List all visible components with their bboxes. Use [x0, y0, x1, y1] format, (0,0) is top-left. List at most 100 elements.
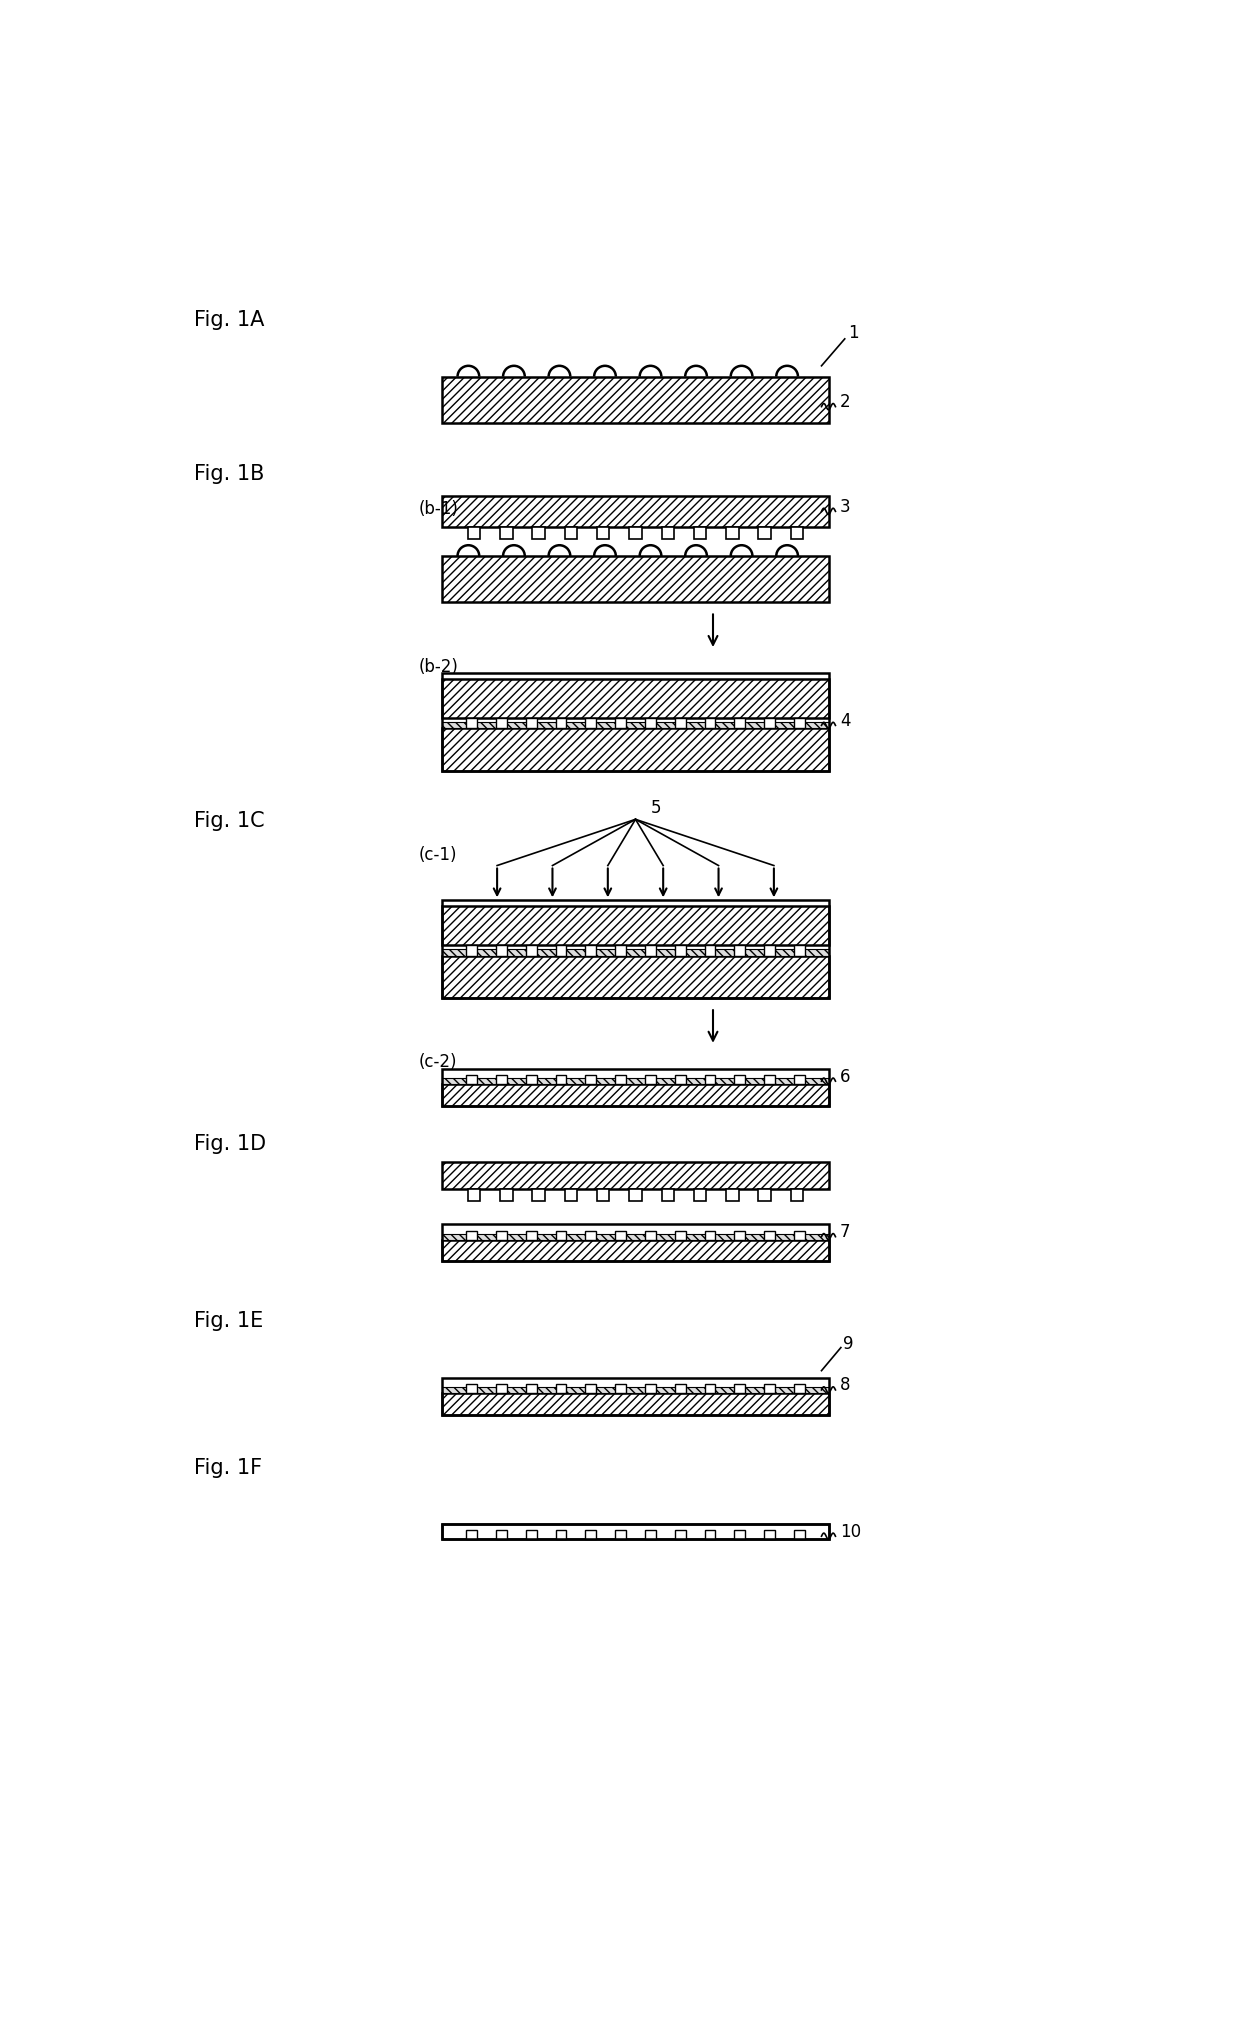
- Bar: [764, 1231, 775, 1239]
- Bar: [441, 1378, 830, 1414]
- Bar: [662, 527, 675, 539]
- Bar: [466, 718, 477, 729]
- Bar: [734, 1231, 745, 1239]
- Bar: [645, 1076, 656, 1084]
- Bar: [466, 1076, 477, 1084]
- Bar: [585, 718, 596, 729]
- Bar: [734, 945, 745, 955]
- Bar: [496, 945, 507, 955]
- Bar: [704, 1384, 715, 1394]
- Text: 9: 9: [843, 1335, 853, 1353]
- Bar: [441, 674, 830, 771]
- Bar: [526, 718, 537, 729]
- Bar: [556, 1531, 567, 1539]
- Bar: [441, 378, 830, 422]
- Text: Fig. 1F: Fig. 1F: [193, 1457, 262, 1478]
- Bar: [759, 527, 771, 539]
- Bar: [466, 945, 477, 955]
- Bar: [615, 1384, 626, 1394]
- Bar: [645, 718, 656, 729]
- Bar: [694, 1190, 707, 1202]
- Bar: [662, 1190, 675, 1202]
- Bar: [764, 1384, 775, 1394]
- Bar: [615, 1076, 626, 1084]
- Bar: [615, 718, 626, 729]
- Bar: [734, 1076, 745, 1084]
- Bar: [675, 718, 686, 729]
- Bar: [467, 1190, 480, 1202]
- Text: 4: 4: [841, 712, 851, 731]
- Bar: [794, 1384, 805, 1394]
- Bar: [791, 527, 804, 539]
- Bar: [675, 1531, 686, 1539]
- Text: 3: 3: [841, 498, 851, 516]
- Bar: [564, 527, 577, 539]
- Bar: [794, 1231, 805, 1239]
- Bar: [556, 1231, 567, 1239]
- Text: 6: 6: [841, 1067, 851, 1086]
- Bar: [791, 1190, 804, 1202]
- Bar: [466, 1231, 477, 1239]
- Bar: [794, 945, 805, 955]
- Bar: [615, 1231, 626, 1239]
- Bar: [441, 555, 830, 602]
- Text: 1: 1: [848, 325, 858, 343]
- Bar: [500, 1190, 512, 1202]
- Bar: [794, 1076, 805, 1084]
- Bar: [441, 955, 830, 998]
- Bar: [645, 1384, 656, 1394]
- Bar: [694, 527, 707, 539]
- Bar: [441, 1239, 830, 1261]
- Bar: [496, 1384, 507, 1394]
- Bar: [585, 1231, 596, 1239]
- Bar: [441, 1233, 830, 1239]
- Bar: [704, 1531, 715, 1539]
- Bar: [500, 527, 512, 539]
- Bar: [675, 1231, 686, 1239]
- Bar: [764, 1076, 775, 1084]
- Bar: [764, 718, 775, 729]
- Bar: [675, 1384, 686, 1394]
- Bar: [496, 1531, 507, 1539]
- Bar: [441, 949, 830, 955]
- Bar: [704, 718, 715, 729]
- Text: Fig. 1E: Fig. 1E: [193, 1312, 263, 1331]
- Bar: [764, 945, 775, 955]
- Text: 2: 2: [841, 394, 851, 410]
- Bar: [564, 1190, 577, 1202]
- Bar: [441, 680, 830, 718]
- Bar: [441, 1069, 830, 1106]
- Bar: [441, 1525, 830, 1539]
- Bar: [526, 1231, 537, 1239]
- Bar: [526, 1384, 537, 1394]
- Bar: [496, 1231, 507, 1239]
- Bar: [794, 718, 805, 729]
- Bar: [629, 527, 642, 539]
- Bar: [704, 1076, 715, 1084]
- Bar: [556, 1384, 567, 1394]
- Bar: [794, 1531, 805, 1539]
- Bar: [645, 1531, 656, 1539]
- Bar: [441, 496, 830, 527]
- Bar: [441, 1084, 830, 1106]
- Bar: [441, 1225, 830, 1261]
- Bar: [532, 1190, 544, 1202]
- Text: Fig. 1B: Fig. 1B: [193, 465, 264, 484]
- Bar: [556, 1076, 567, 1084]
- Text: 7: 7: [841, 1223, 851, 1241]
- Bar: [727, 1190, 739, 1202]
- Bar: [615, 1531, 626, 1539]
- Bar: [441, 729, 830, 771]
- Bar: [585, 945, 596, 955]
- Text: 8: 8: [841, 1376, 851, 1394]
- Bar: [704, 1231, 715, 1239]
- Text: (c-1): (c-1): [419, 847, 458, 863]
- Bar: [496, 718, 507, 729]
- Bar: [734, 718, 745, 729]
- Bar: [596, 1190, 609, 1202]
- Bar: [629, 1190, 642, 1202]
- Bar: [675, 1076, 686, 1084]
- Bar: [441, 906, 830, 945]
- Text: (b-1): (b-1): [419, 500, 459, 518]
- Bar: [675, 945, 686, 955]
